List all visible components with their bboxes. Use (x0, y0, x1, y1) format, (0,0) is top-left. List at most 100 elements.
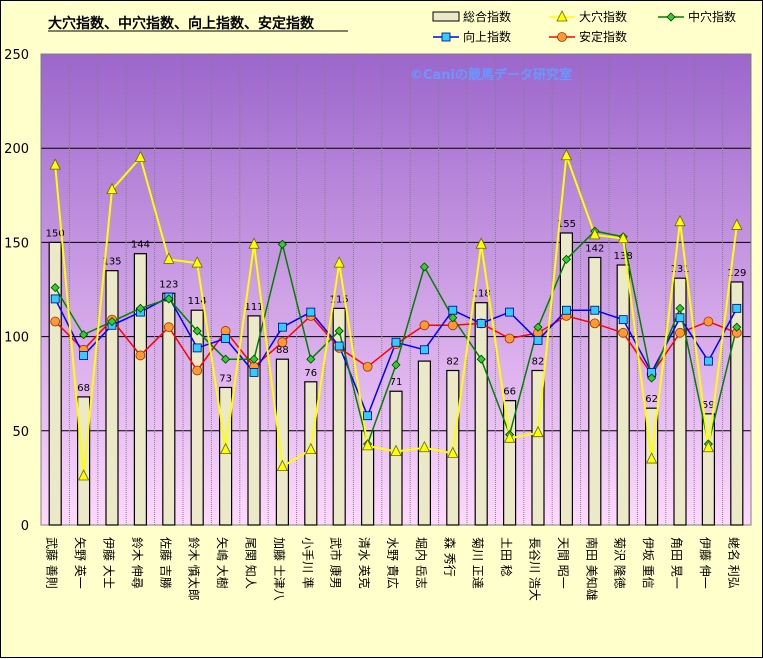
y-tick-label: 50 (12, 425, 29, 440)
data-point-square (192, 343, 202, 353)
bar (503, 400, 517, 526)
legend-label: 中穴指数 (688, 9, 736, 24)
bar (247, 315, 261, 526)
bar (275, 358, 289, 526)
legend-label: 向上指数 (463, 29, 511, 44)
x-tick-label: 尾関 知人 (244, 537, 258, 589)
data-point-triangle (361, 438, 374, 451)
data-point-diamond (732, 322, 742, 332)
data-point-triangle (191, 256, 203, 268)
bar (389, 390, 403, 526)
x-tick-label: 水野 貴広 (386, 537, 400, 589)
data-point-square (334, 341, 344, 351)
data-point-diamond (448, 313, 458, 323)
data-point-diamond (306, 354, 316, 364)
data-point-triangle (475, 237, 487, 249)
x-tick-label: 清水 英克 (357, 537, 371, 589)
data-point-circle (589, 318, 600, 329)
data-point-diamond (675, 303, 685, 313)
data-point-diamond (561, 254, 571, 264)
x-tick-label: 森 秀行 (442, 537, 457, 577)
x-tick-label: 蛯名 利弘 (726, 537, 741, 589)
data-point-triangle (731, 218, 743, 230)
x-tick-label: 小手川 準 (300, 537, 315, 589)
x-tick-label: 土田 稔 (499, 537, 513, 577)
y-tick-label: 250 (4, 48, 29, 63)
watermark: ©Caniの競馬データ研究室 (410, 67, 572, 83)
data-point-diamond (476, 354, 486, 364)
bar-data-label: 82 (532, 357, 545, 368)
data-point-circle (504, 333, 515, 344)
y-tick-label: 150 (4, 236, 29, 251)
data-point-square (249, 367, 259, 377)
x-tick-label: 天間 昭一 (556, 537, 570, 589)
data-point-square (505, 307, 515, 317)
data-point-triangle (645, 452, 658, 464)
bar (48, 241, 62, 526)
x-tick-label: 角田 晃一 (670, 537, 684, 589)
legend-label: 総合指数 (463, 9, 511, 24)
data-point-square (391, 337, 401, 347)
legend-swatch-bar (432, 11, 460, 22)
x-tick-label: 武市 康男 (329, 537, 344, 589)
data-point-square (476, 319, 486, 328)
bar (474, 302, 488, 526)
data-point-diamond (221, 354, 231, 364)
data-point-triangle (418, 440, 431, 453)
x-tick-label: 伊藤 伸一 (698, 537, 712, 589)
bar (105, 270, 119, 526)
data-point-diamond (107, 316, 117, 327)
data-point-triangle (390, 444, 402, 456)
data-point-square (363, 411, 373, 421)
bar-data-label: 150 (46, 228, 65, 239)
data-point-square (448, 305, 458, 315)
data-point-square (79, 351, 88, 360)
x-tick-label: 南田 美知雄 (584, 537, 599, 601)
x-tick-label: 鈴木 伸尋 (130, 537, 145, 589)
legend-marker (666, 12, 676, 22)
data-point-triangle (163, 252, 175, 264)
data-point-triangle (276, 459, 289, 471)
x-tick-label: 菊川 正達 (471, 537, 485, 589)
x-tick-label: 堀内 岳志 (414, 537, 429, 589)
bar (673, 277, 687, 526)
data-point-diamond (533, 322, 543, 332)
bar (133, 253, 147, 526)
bar-data-label: 73 (219, 373, 232, 384)
data-point-triangle (305, 442, 317, 455)
bar-data-label: 118 (472, 289, 491, 300)
bar-data-label: 138 (614, 251, 633, 262)
data-point-square (221, 334, 231, 343)
data-point-circle (277, 337, 288, 348)
data-point-square (618, 315, 628, 325)
data-point-triangle (219, 442, 232, 455)
data-point-square (533, 335, 543, 345)
bar-data-label: 114 (188, 296, 207, 307)
data-point-square (419, 345, 429, 355)
x-tick-label: 矢嶋 大樹 (215, 537, 229, 589)
data-point-triangle (532, 425, 544, 438)
bar-data-label: 115 (330, 294, 349, 305)
y-tick-label: 200 (4, 142, 29, 157)
data-point-square (50, 294, 60, 304)
bar-data-label: 71 (390, 377, 403, 388)
data-point-triangle (77, 469, 90, 481)
data-point-triangle (248, 237, 260, 249)
data-point-triangle (134, 150, 147, 163)
data-point-diamond (391, 360, 401, 370)
data-point-square (704, 356, 713, 366)
data-point-square (306, 307, 316, 317)
data-point-circle (163, 322, 174, 333)
x-tick-label: 佐藤 吉勝 (158, 537, 173, 589)
x-tick-label: 長谷川 浩大 (528, 537, 542, 601)
legend-marker (441, 32, 451, 42)
bar-data-label: 82 (446, 357, 459, 368)
bar (701, 413, 716, 526)
bar-data-label: 68 (77, 383, 90, 394)
bar (76, 396, 91, 526)
data-point-circle (50, 316, 61, 327)
chart-title: 大穴指数、中穴指数、向上指数、安定指数 (48, 15, 315, 32)
data-point-square (590, 305, 600, 315)
